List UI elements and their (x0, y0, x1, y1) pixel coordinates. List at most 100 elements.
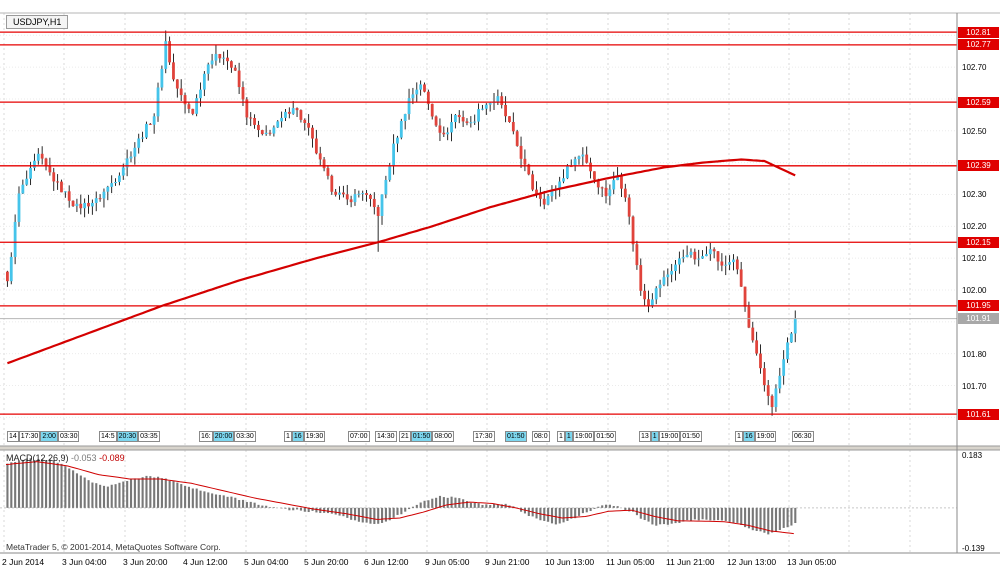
candle-bear (500, 96, 504, 106)
session-marker[interactable]: 14:5 20:30 03:35 (99, 431, 160, 442)
macd-histogram-bar (435, 497, 438, 508)
macd-histogram-bar (601, 505, 604, 508)
macd-histogram-bar (720, 507, 723, 521)
macd-histogram-bar (106, 486, 109, 508)
candle-bull (697, 258, 701, 260)
candle-bear (542, 198, 546, 205)
macd-histogram-bar (662, 507, 666, 525)
time-tick: 2 Jun 2014 (2, 557, 45, 567)
candle-bull (75, 203, 79, 207)
time-tick: 9 Jun 05:00 (425, 557, 470, 567)
candle-bull (701, 256, 704, 259)
macd-histogram-bar (566, 507, 569, 521)
candle-bull (133, 147, 137, 157)
session-marker[interactable]: 1 16 19:30 (284, 431, 326, 442)
candle-bull (125, 158, 129, 168)
session-marker[interactable]: 13 1 19:00 01:50 (639, 431, 702, 442)
macd-histogram-bar (296, 507, 299, 510)
session-marker[interactable]: 17:30 (473, 431, 495, 442)
candle-bear (233, 67, 237, 71)
macd-histogram-bar (520, 507, 523, 512)
candle-bear (71, 200, 75, 207)
candle-bull (681, 257, 685, 259)
session-markers-row: 14 17:30 2:00 03:30 14:5 20:30 03:35 16: 20:00 03… (0, 431, 957, 443)
session-marker[interactable]: 01:50 (505, 431, 527, 442)
session-marker[interactable]: 14 17:30 2:00 03:30 (7, 431, 80, 442)
candle-bull (658, 284, 662, 289)
macd-histogram-bar (307, 507, 310, 513)
candle-bear (183, 95, 187, 105)
macd-histogram-bar (191, 488, 194, 508)
candle-bear (349, 199, 353, 203)
session-marker[interactable]: 08:0 (532, 431, 550, 442)
session-marker[interactable]: 1 16 19:00 (735, 431, 777, 442)
candle-bull (338, 192, 341, 195)
macd-main-value: -0.053 (71, 453, 97, 463)
macd-histogram-bar (338, 507, 341, 516)
macd-histogram-bar (346, 507, 349, 518)
candle-bear (369, 194, 372, 199)
candle-bear (148, 123, 152, 125)
macd-name: MACD(12,26,9) (6, 453, 69, 463)
candle-bull (670, 271, 674, 275)
candle-bear (426, 91, 430, 104)
candle-bull (284, 111, 287, 118)
macd-histogram-bar (153, 477, 156, 508)
macd-histogram-bar (732, 507, 735, 523)
session-marker[interactable]: 21 01:50 08:00 (399, 431, 454, 442)
session-marker-segment: 20:00 (212, 431, 235, 442)
macd-histogram-bar (79, 475, 82, 508)
candle-bull (384, 179, 388, 195)
macd-histogram-bar (381, 507, 384, 523)
macd-histogram-bar (357, 507, 360, 522)
time-tick: 13 Jun 05:00 (787, 557, 837, 567)
macd-histogram-bar (450, 496, 453, 508)
candle-bear (647, 299, 650, 306)
candle-bull (778, 375, 782, 389)
session-marker-segment: 20:30 (116, 431, 139, 442)
session-marker-segment: 19:00 (754, 431, 777, 442)
candle-bear (56, 181, 60, 183)
candle-bear (635, 244, 639, 266)
macd-histogram-bar (83, 477, 86, 508)
panel-splitter[interactable] (0, 446, 1000, 450)
candle-bear (241, 87, 245, 100)
macd-histogram-bar (37, 458, 40, 508)
time-axis[interactable]: 2 Jun 2014 3 Jun 04:00 3 Jun 20:00 4 Jun 12… (0, 554, 1000, 574)
macd-histogram-bar (245, 502, 248, 508)
macd-histogram-bar (605, 504, 608, 508)
candle-bull (13, 221, 17, 257)
candle-bear (523, 158, 527, 165)
macd-histogram-bar (527, 507, 530, 517)
candle-bear (52, 172, 56, 182)
macd-histogram-bar (438, 495, 442, 508)
session-marker[interactable]: 06:30 (792, 431, 814, 442)
session-marker[interactable]: 16: 20:00 03:30 (199, 431, 256, 442)
price-tick: 102.30 (962, 190, 987, 200)
candle-bull (608, 189, 612, 197)
candle-bear (237, 70, 241, 88)
macd-histogram-bar (558, 507, 561, 524)
macd-histogram-bar (365, 507, 368, 523)
macd-histogram-bar (674, 507, 677, 524)
session-marker[interactable]: 1 1 19:00 01:50 (557, 431, 616, 442)
macd-histogram-bar (624, 507, 627, 510)
session-marker[interactable]: 14:30 (375, 431, 397, 442)
macd-histogram-bar (427, 500, 430, 508)
session-marker[interactable]: 07:00 (348, 431, 370, 442)
candle-bear (295, 108, 299, 111)
macd-histogram-bar (350, 507, 353, 520)
candle-bull (388, 165, 392, 180)
price-tick: 102.20 (962, 222, 987, 232)
moving-average-line[interactable] (7, 158, 796, 365)
candle-bull (353, 194, 357, 203)
candle-bear (465, 121, 469, 123)
candle-bull (732, 259, 735, 263)
price-axis[interactable]: 102.70 102.50 102.30 102.20 102.10 102.00 101.… (958, 0, 1000, 574)
candle-bull (222, 57, 226, 59)
macd-histogram-bar (462, 499, 465, 508)
candle-bull (396, 137, 399, 144)
macd-histogram-bar (465, 501, 469, 508)
candle-bear (627, 197, 631, 217)
